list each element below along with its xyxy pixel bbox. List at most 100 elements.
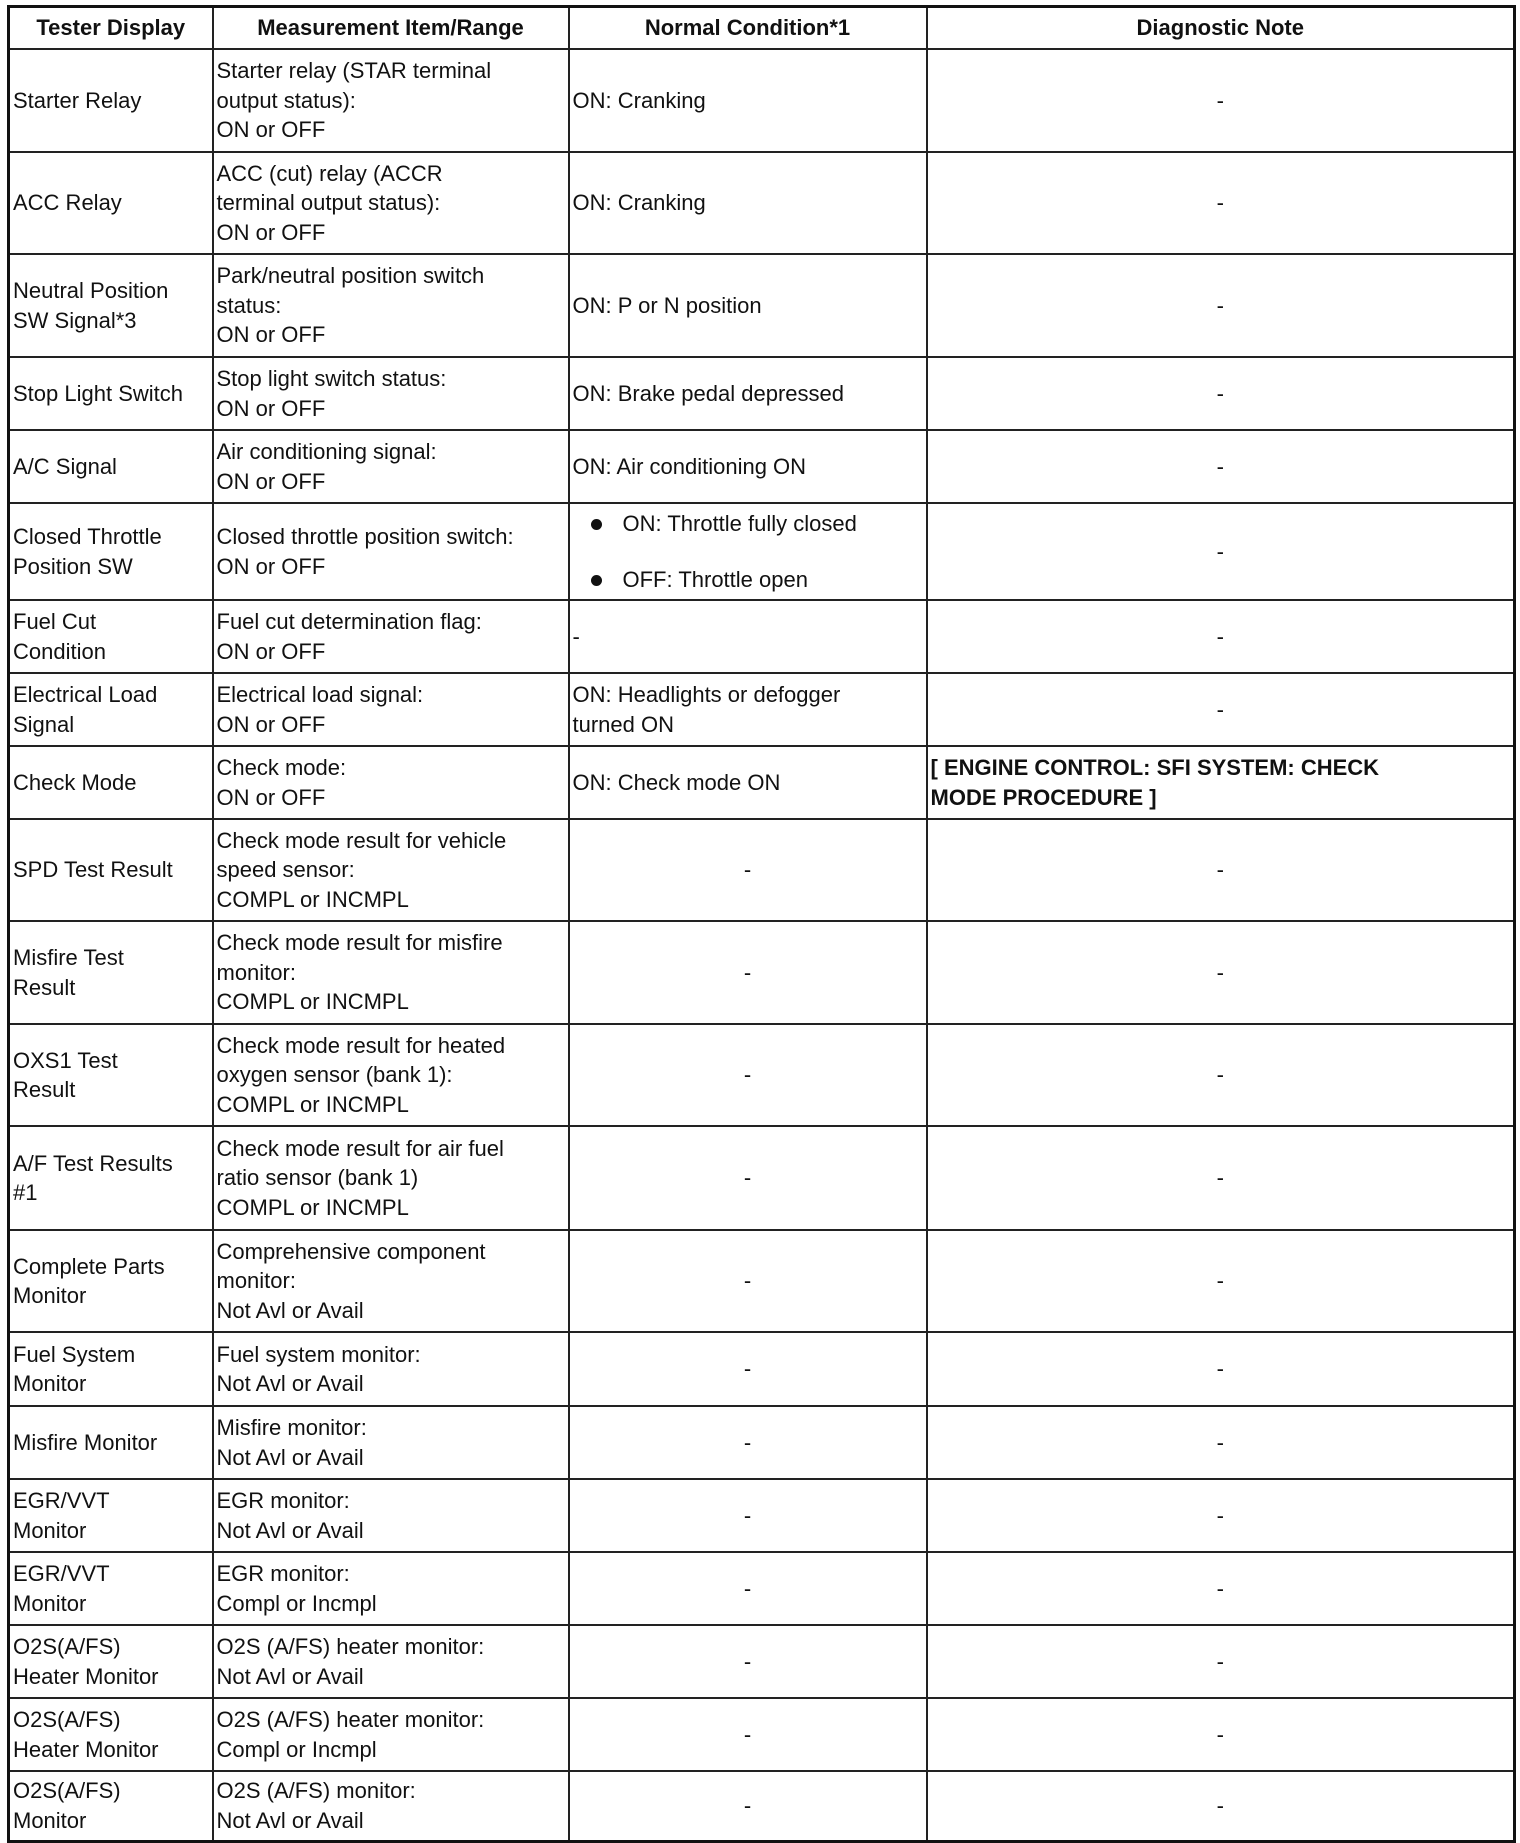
normal-condition-cell: - bbox=[567, 1624, 928, 1699]
measurement-item-cell: Check mode result for vehicle speed sens… bbox=[211, 818, 570, 922]
normal-condition-cell: - bbox=[567, 920, 928, 1025]
diagnostic-note-cell: - bbox=[925, 253, 1516, 358]
normal-condition-cell: - bbox=[567, 1770, 928, 1842]
tester-display-cell: Electrical Load Signal bbox=[7, 672, 214, 747]
diagnostic-note-cell: - bbox=[925, 1624, 1516, 1699]
diagnostic-note-cell: - bbox=[925, 429, 1516, 504]
normal-condition-cell: - bbox=[567, 1331, 928, 1407]
header-measurement-item: Measurement Item/Range bbox=[211, 5, 570, 50]
diagnostic-note-cell: - bbox=[925, 1229, 1516, 1333]
tester-display-cell: Fuel System Monitor bbox=[7, 1331, 214, 1407]
tester-display-cell: Neutral Position SW Signal*3 bbox=[7, 253, 214, 358]
diagnostic-note-cell: - bbox=[925, 356, 1516, 431]
tester-display-cell: SPD Test Result bbox=[7, 818, 214, 922]
table-row: Misfire Monitor Misfire monitor: Not Avl … bbox=[7, 1405, 1516, 1480]
measurement-item-cell: Check mode result for heated oxygen sens… bbox=[211, 1023, 570, 1127]
tester-display-cell: Misfire Monitor bbox=[7, 1405, 214, 1480]
diagnostic-note-cell: - bbox=[925, 48, 1516, 153]
table-row: Complete Parts Monitor Comprehensive comp… bbox=[7, 1229, 1516, 1333]
normal-condition-cell: - bbox=[567, 599, 928, 674]
tester-display-cell: ACC Relay bbox=[7, 151, 214, 255]
table-row: Stop Light Switch Stop light switch statu… bbox=[7, 356, 1516, 431]
diagnostic-note-cell: - bbox=[925, 920, 1516, 1025]
diagnostic-note-cell: - bbox=[925, 599, 1516, 674]
normal-condition-cell: - bbox=[567, 1229, 928, 1333]
table-row: Fuel Cut Condition Fuel cut determination… bbox=[7, 599, 1516, 674]
measurement-item-cell: Stop light switch status: ON or OFF bbox=[211, 356, 570, 431]
measurement-item-cell: Comprehensive component monitor: Not Avl… bbox=[211, 1229, 570, 1333]
measurement-item-cell: Check mode result for misfire monitor: C… bbox=[211, 920, 570, 1025]
table-row: O2S(A/FS) Heater Monitor O2S (A/FS) heate… bbox=[7, 1697, 1516, 1772]
header-row: Tester Display Measurement Item/Range No… bbox=[7, 5, 1516, 50]
normal-condition-cell: - bbox=[567, 818, 928, 922]
table-row: EGR/VVT Monitor EGR monitor: Not Avl or A… bbox=[7, 1478, 1516, 1553]
table-row: Closed Throttle Position SW Closed thrott… bbox=[7, 502, 1516, 601]
measurement-item-cell: Starter relay (STAR terminal output stat… bbox=[211, 48, 570, 153]
normal-condition-cell: ON: Check mode ON bbox=[567, 745, 928, 820]
measurement-item-cell: Check mode result for air fuel ratio sen… bbox=[211, 1125, 570, 1231]
diagnostic-note-cell: - bbox=[925, 1125, 1516, 1231]
measurement-item-cell: Fuel system monitor: Not Avl or Avail bbox=[211, 1331, 570, 1407]
list-item: OFF: Throttle open bbox=[590, 565, 923, 595]
normal-condition-cell: - bbox=[567, 1405, 928, 1480]
normal-condition-cell: ON: Throttle fully closed OFF: Throttle o… bbox=[567, 502, 928, 601]
table-row: ACC Relay ACC (cut) relay (ACCR terminal … bbox=[7, 151, 1516, 255]
normal-condition-cell: - bbox=[567, 1125, 928, 1231]
tester-display-cell: O2S(A/FS) Heater Monitor bbox=[7, 1624, 214, 1699]
tester-display-cell: Complete Parts Monitor bbox=[7, 1229, 214, 1333]
header-tester-display: Tester Display bbox=[7, 5, 214, 50]
diagnostic-note-cell: - bbox=[925, 502, 1516, 601]
tester-display-cell: Starter Relay bbox=[7, 48, 214, 153]
table-row: EGR/VVT Monitor EGR monitor: Compl or Inc… bbox=[7, 1551, 1516, 1626]
normal-condition-cell: - bbox=[567, 1023, 928, 1127]
table-row: SPD Test Result Check mode result for veh… bbox=[7, 818, 1516, 922]
normal-condition-cell: - bbox=[567, 1551, 928, 1626]
table-row: Neutral Position SW Signal*3 Park/neutral… bbox=[7, 253, 1516, 358]
data-list-table: Tester Display Measurement Item/Range No… bbox=[7, 5, 1516, 1843]
normal-condition-cell: - bbox=[567, 1697, 928, 1772]
diagnostic-note-cell: - bbox=[925, 818, 1516, 922]
tester-display-cell: Fuel Cut Condition bbox=[7, 599, 214, 674]
diagnostic-note-cell: - bbox=[925, 1551, 1516, 1626]
table-row: O2S(A/FS) Monitor O2S (A/FS) monitor: Not… bbox=[7, 1770, 1516, 1842]
normal-condition-cell: ON: Cranking bbox=[567, 151, 928, 255]
table-row: Starter Relay Starter relay (STAR termina… bbox=[7, 48, 1516, 153]
table-row: Misfire Test Result Check mode result for… bbox=[7, 920, 1516, 1025]
diagnostic-note-cell: - bbox=[925, 1331, 1516, 1407]
tester-display-cell: EGR/VVT Monitor bbox=[7, 1478, 214, 1553]
measurement-item-cell: Park/neutral position switch status: ON … bbox=[211, 253, 570, 358]
tester-display-cell: Closed Throttle Position SW bbox=[7, 502, 214, 601]
header-diagnostic-note: Diagnostic Note bbox=[925, 5, 1516, 50]
measurement-item-cell: Electrical load signal: ON or OFF bbox=[211, 672, 570, 747]
measurement-item-cell: Air conditioning signal: ON or OFF bbox=[211, 429, 570, 504]
measurement-item-cell: O2S (A/FS) heater monitor: Not Avl or Av… bbox=[211, 1624, 570, 1699]
normal-condition-cell: ON: P or N position bbox=[567, 253, 928, 358]
diagnostic-note-cell: - bbox=[925, 1478, 1516, 1553]
header-normal-condition: Normal Condition*1 bbox=[567, 5, 928, 50]
normal-condition-cell: ON: Brake pedal depressed bbox=[567, 356, 928, 431]
measurement-item-cell: O2S (A/FS) monitor: Not Avl or Avail bbox=[211, 1770, 570, 1842]
tester-display-cell: Misfire Test Result bbox=[7, 920, 214, 1025]
tester-display-cell: Check Mode bbox=[7, 745, 214, 820]
normal-condition-cell: ON: Headlights or defogger turned ON bbox=[567, 672, 928, 747]
measurement-item-cell: EGR monitor: Not Avl or Avail bbox=[211, 1478, 570, 1553]
normal-condition-cell: - bbox=[567, 1478, 928, 1553]
normal-condition-cell: ON: Air conditioning ON bbox=[567, 429, 928, 504]
table-row: Electrical Load Signal Electrical load si… bbox=[7, 672, 1516, 747]
diagnostic-note-cell: - bbox=[925, 1770, 1516, 1842]
table-row: OXS1 Test Result Check mode result for he… bbox=[7, 1023, 1516, 1127]
list-item: ON: Throttle fully closed bbox=[590, 509, 923, 539]
tester-display-cell: O2S(A/FS) Monitor bbox=[7, 1770, 214, 1842]
diagnostic-note-cell: - bbox=[925, 672, 1516, 747]
measurement-item-cell: Fuel cut determination flag: ON or OFF bbox=[211, 599, 570, 674]
table-row: A/C Signal Air conditioning signal: ON or… bbox=[7, 429, 1516, 504]
normal-condition-cell: ON: Cranking bbox=[567, 48, 928, 153]
tester-display-cell: EGR/VVT Monitor bbox=[7, 1551, 214, 1626]
table-row: Check Mode Check mode: ON or OFF ON: Check… bbox=[7, 745, 1516, 820]
table-row: A/F Test Results #1 Check mode result for… bbox=[7, 1125, 1516, 1231]
table-row: Fuel System Monitor Fuel system monitor: … bbox=[7, 1331, 1516, 1407]
tester-display-cell: O2S(A/FS) Heater Monitor bbox=[7, 1697, 214, 1772]
measurement-item-cell: Check mode: ON or OFF bbox=[211, 745, 570, 820]
normal-condition-list: ON: Throttle fully closed OFF: Throttle o… bbox=[573, 509, 923, 594]
diagnostic-note-cell: [ ENGINE CONTROL: SFI SYSTEM: CHECK MODE… bbox=[925, 745, 1516, 820]
